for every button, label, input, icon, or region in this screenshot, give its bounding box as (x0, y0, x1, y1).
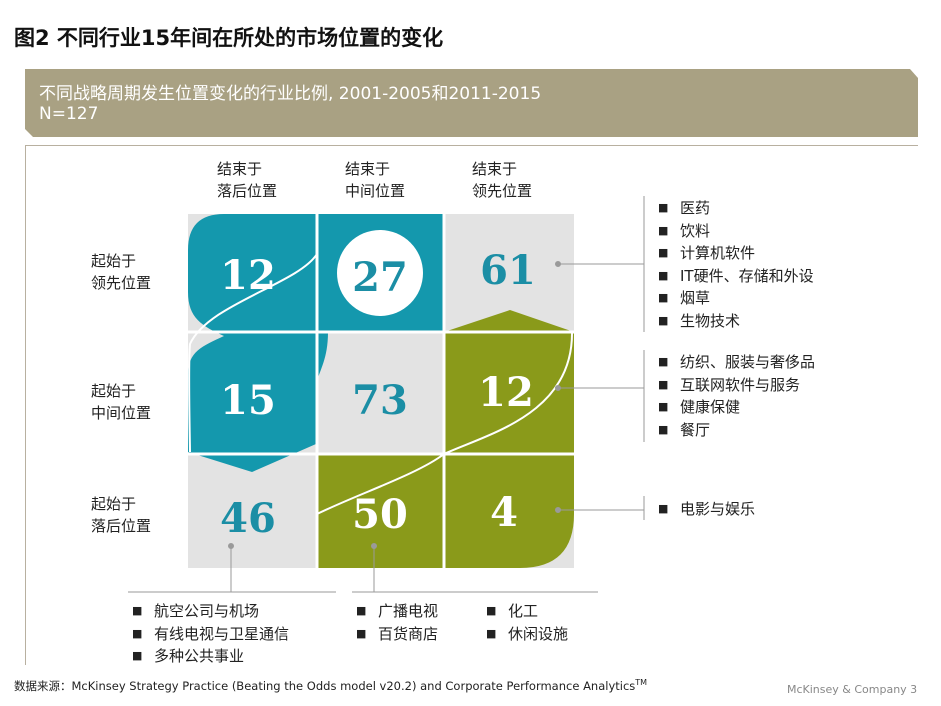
list-item: ■ 健康保健 (658, 398, 741, 416)
row-header-middle: 起始于 中间位置 (91, 382, 152, 422)
olive-region (318, 310, 574, 568)
list-lag-to-lag: ■ 航空公司与机场 ■ 有线电视与卫星通信 ■ 多种公共事业 (132, 600, 289, 668)
cell-lead-mid: 27 (352, 254, 408, 301)
footer-brand: McKinsey & Company 3 (787, 683, 918, 696)
list-item: ■ 医药 (658, 199, 711, 217)
banner-shape (25, 69, 918, 137)
source-note: 数据来源：McKinsey Strategy Practice (Beating… (14, 678, 648, 693)
list-item: ■ 休闲设施 (486, 624, 569, 643)
frame-left-line (25, 145, 26, 665)
list-item: ■ 互联网软件与服务 (658, 375, 801, 394)
subtitle-banner: 不同战略周期发生位置变化的行业比例, 2001-2005和2011-2015 N… (25, 69, 918, 137)
list-item: ■ IT硬件、存储和外设 (658, 266, 814, 285)
column-header-middle: 结束于 中间位置 (345, 160, 406, 200)
cell-lag-lag: 46 (220, 495, 276, 542)
cell-mid-lag: 15 (220, 377, 276, 424)
cell-lead-lead: 61 (480, 247, 536, 294)
cell-mid-mid: 73 (352, 377, 408, 424)
cell-lag-mid: 50 (352, 491, 408, 538)
list-item: ■ 生物技术 (658, 311, 741, 330)
cell-lead-lag: 12 (220, 252, 276, 299)
list-item: ■ 广播电视 (356, 602, 439, 620)
list-mid-to-lead: ■ 纺织、服装与奢侈品 ■ 互联网软件与服务 ■ 健康保健 ■ 餐厅 (658, 351, 815, 441)
column-header-leading: 结束于 领先位置 (472, 160, 533, 200)
highlight-circle (337, 230, 423, 316)
transition-matrix: 12 27 61 15 73 12 46 50 4 (188, 214, 574, 568)
list-item: ■ 餐厅 (658, 420, 711, 439)
page-title: 图2 不同行业15年间在所处的市场位置的变化 (14, 26, 444, 50)
curve-bottom (316, 453, 445, 515)
list-item: ■ 电影与娱乐 (658, 500, 756, 518)
list-item: ■ 纺织、服装与奢侈品 (658, 353, 816, 371)
banner-line1: 不同战略周期发生位置变化的行业比例, 2001-2005和2011-2015 (39, 84, 542, 104)
curve-right (443, 331, 574, 455)
row-header-lagging: 起始于 落后位置 (91, 495, 152, 535)
list-lag-to-mid-b: ■ 化工 ■ 休闲设施 (486, 600, 568, 645)
cell-lag-lead: 4 (490, 489, 518, 536)
column-header-lagging: 结束于 落后位置 (217, 160, 278, 200)
list-lag-to-lead: ■ 电影与娱乐 (658, 498, 755, 521)
list-item: ■ 百货商店 (356, 624, 439, 643)
frame-top-line (25, 145, 918, 146)
list-item: ■ 多种公共事业 (132, 647, 245, 665)
list-item: ■ 烟草 (658, 289, 711, 307)
curve-left (188, 253, 318, 453)
list-item: ■ 计算机软件 (658, 244, 756, 262)
banner-line2: N=127 (39, 104, 99, 124)
list-item: ■ 有线电视与卫星通信 (132, 624, 290, 643)
list-item: ■ 航空公司与机场 (132, 602, 260, 620)
cell-mid-lead: 12 (478, 369, 534, 416)
row-header-leading: 起始于 领先位置 (91, 252, 152, 292)
list-lag-to-mid-a: ■ 广播电视 ■ 百货商店 (356, 600, 438, 645)
list-item: ■ 饮料 (658, 221, 711, 240)
list-item: ■ 化工 (486, 602, 539, 620)
list-lead-to-lead: ■ 医药 ■ 饮料 ■ 计算机软件 ■ IT硬件、存储和外设 ■ 烟草 ■ 生物技术 (658, 197, 814, 332)
